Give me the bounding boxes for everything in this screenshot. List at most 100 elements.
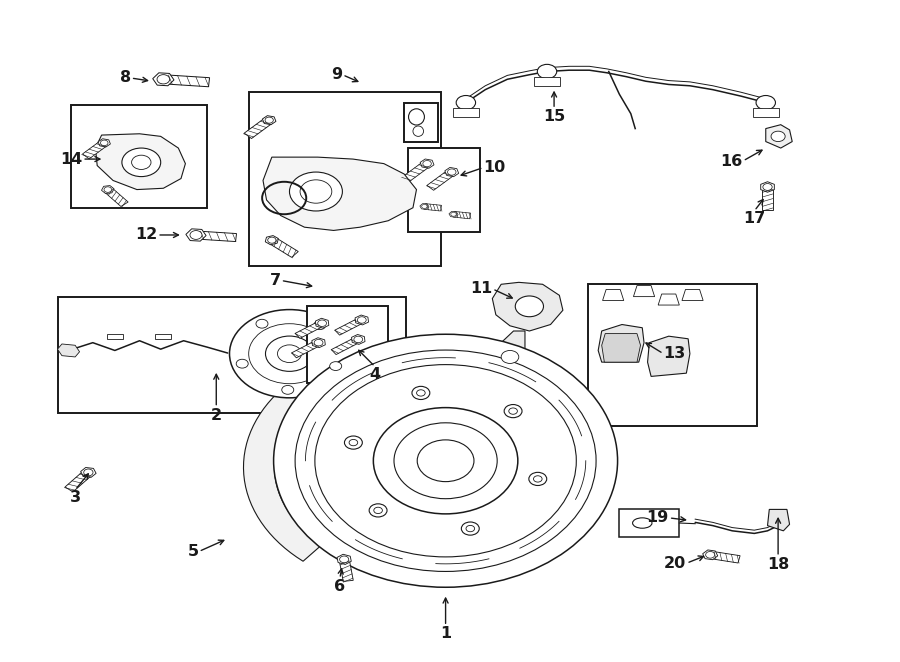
Circle shape — [369, 504, 387, 517]
Polygon shape — [81, 467, 96, 477]
Circle shape — [417, 390, 425, 396]
Polygon shape — [402, 161, 430, 182]
Polygon shape — [266, 236, 278, 245]
Circle shape — [282, 385, 293, 395]
Circle shape — [274, 334, 617, 587]
Polygon shape — [445, 167, 459, 177]
Text: 2: 2 — [211, 408, 221, 422]
Circle shape — [771, 131, 785, 142]
Circle shape — [456, 95, 475, 110]
Polygon shape — [762, 187, 773, 211]
Text: 18: 18 — [767, 557, 789, 572]
Circle shape — [290, 172, 342, 211]
Bar — [619, 510, 680, 537]
Circle shape — [101, 140, 108, 146]
Polygon shape — [337, 554, 351, 565]
Bar — [408, 148, 480, 232]
Text: 3: 3 — [69, 490, 81, 505]
Polygon shape — [315, 318, 328, 328]
Polygon shape — [703, 550, 717, 559]
Circle shape — [131, 155, 151, 169]
Bar — [307, 307, 388, 383]
Text: 14: 14 — [60, 152, 82, 167]
Polygon shape — [263, 116, 276, 124]
Circle shape — [501, 350, 518, 363]
Circle shape — [458, 416, 470, 425]
Polygon shape — [83, 140, 108, 159]
Bar — [156, 334, 171, 340]
Circle shape — [314, 340, 323, 346]
Polygon shape — [427, 169, 455, 190]
Polygon shape — [449, 211, 458, 217]
Circle shape — [318, 320, 327, 326]
Text: 13: 13 — [663, 346, 686, 361]
Circle shape — [412, 387, 430, 399]
Polygon shape — [356, 315, 368, 325]
Text: 9: 9 — [331, 68, 342, 82]
Text: 19: 19 — [646, 510, 669, 526]
Circle shape — [122, 148, 161, 177]
Circle shape — [354, 336, 363, 343]
Polygon shape — [648, 336, 690, 377]
Polygon shape — [420, 159, 434, 168]
Polygon shape — [331, 337, 361, 355]
Text: 11: 11 — [470, 281, 492, 297]
Polygon shape — [104, 187, 128, 207]
Text: 5: 5 — [187, 544, 199, 559]
Polygon shape — [312, 338, 325, 348]
Circle shape — [277, 345, 302, 363]
Circle shape — [190, 230, 202, 240]
Polygon shape — [335, 318, 365, 335]
Bar — [107, 334, 122, 340]
Polygon shape — [292, 340, 321, 358]
Circle shape — [157, 75, 170, 84]
Circle shape — [462, 522, 479, 535]
Circle shape — [230, 310, 349, 398]
Polygon shape — [534, 77, 560, 86]
Circle shape — [423, 160, 431, 167]
Polygon shape — [766, 124, 792, 148]
Polygon shape — [153, 73, 174, 86]
Polygon shape — [244, 117, 273, 138]
Circle shape — [329, 361, 342, 371]
Text: 4: 4 — [370, 367, 381, 382]
Circle shape — [84, 469, 93, 476]
Text: 8: 8 — [120, 70, 130, 85]
Polygon shape — [602, 334, 641, 362]
Circle shape — [104, 187, 112, 193]
Circle shape — [534, 476, 542, 482]
Text: 12: 12 — [135, 228, 158, 242]
Polygon shape — [98, 139, 111, 147]
Text: 1: 1 — [440, 626, 451, 641]
Text: 15: 15 — [543, 109, 565, 124]
Polygon shape — [268, 237, 298, 258]
Polygon shape — [163, 75, 210, 87]
Text: 6: 6 — [334, 579, 346, 594]
Polygon shape — [295, 320, 325, 338]
Bar — [58, 297, 406, 412]
Circle shape — [345, 436, 363, 449]
Polygon shape — [752, 108, 779, 117]
Polygon shape — [603, 289, 624, 301]
Polygon shape — [709, 551, 740, 563]
Circle shape — [529, 473, 546, 485]
Circle shape — [504, 404, 522, 418]
Bar — [71, 105, 207, 208]
Polygon shape — [95, 134, 185, 189]
Circle shape — [374, 408, 518, 514]
Polygon shape — [419, 204, 429, 209]
Circle shape — [256, 319, 268, 328]
Text: 10: 10 — [483, 160, 506, 175]
Circle shape — [466, 526, 474, 532]
Polygon shape — [58, 344, 79, 357]
Polygon shape — [195, 231, 237, 242]
Text: 16: 16 — [721, 154, 742, 169]
Circle shape — [236, 359, 248, 368]
Polygon shape — [768, 510, 789, 531]
Circle shape — [508, 408, 518, 414]
Circle shape — [394, 423, 497, 498]
Polygon shape — [263, 157, 417, 230]
Polygon shape — [244, 344, 577, 561]
Circle shape — [300, 180, 332, 203]
Polygon shape — [352, 334, 365, 344]
